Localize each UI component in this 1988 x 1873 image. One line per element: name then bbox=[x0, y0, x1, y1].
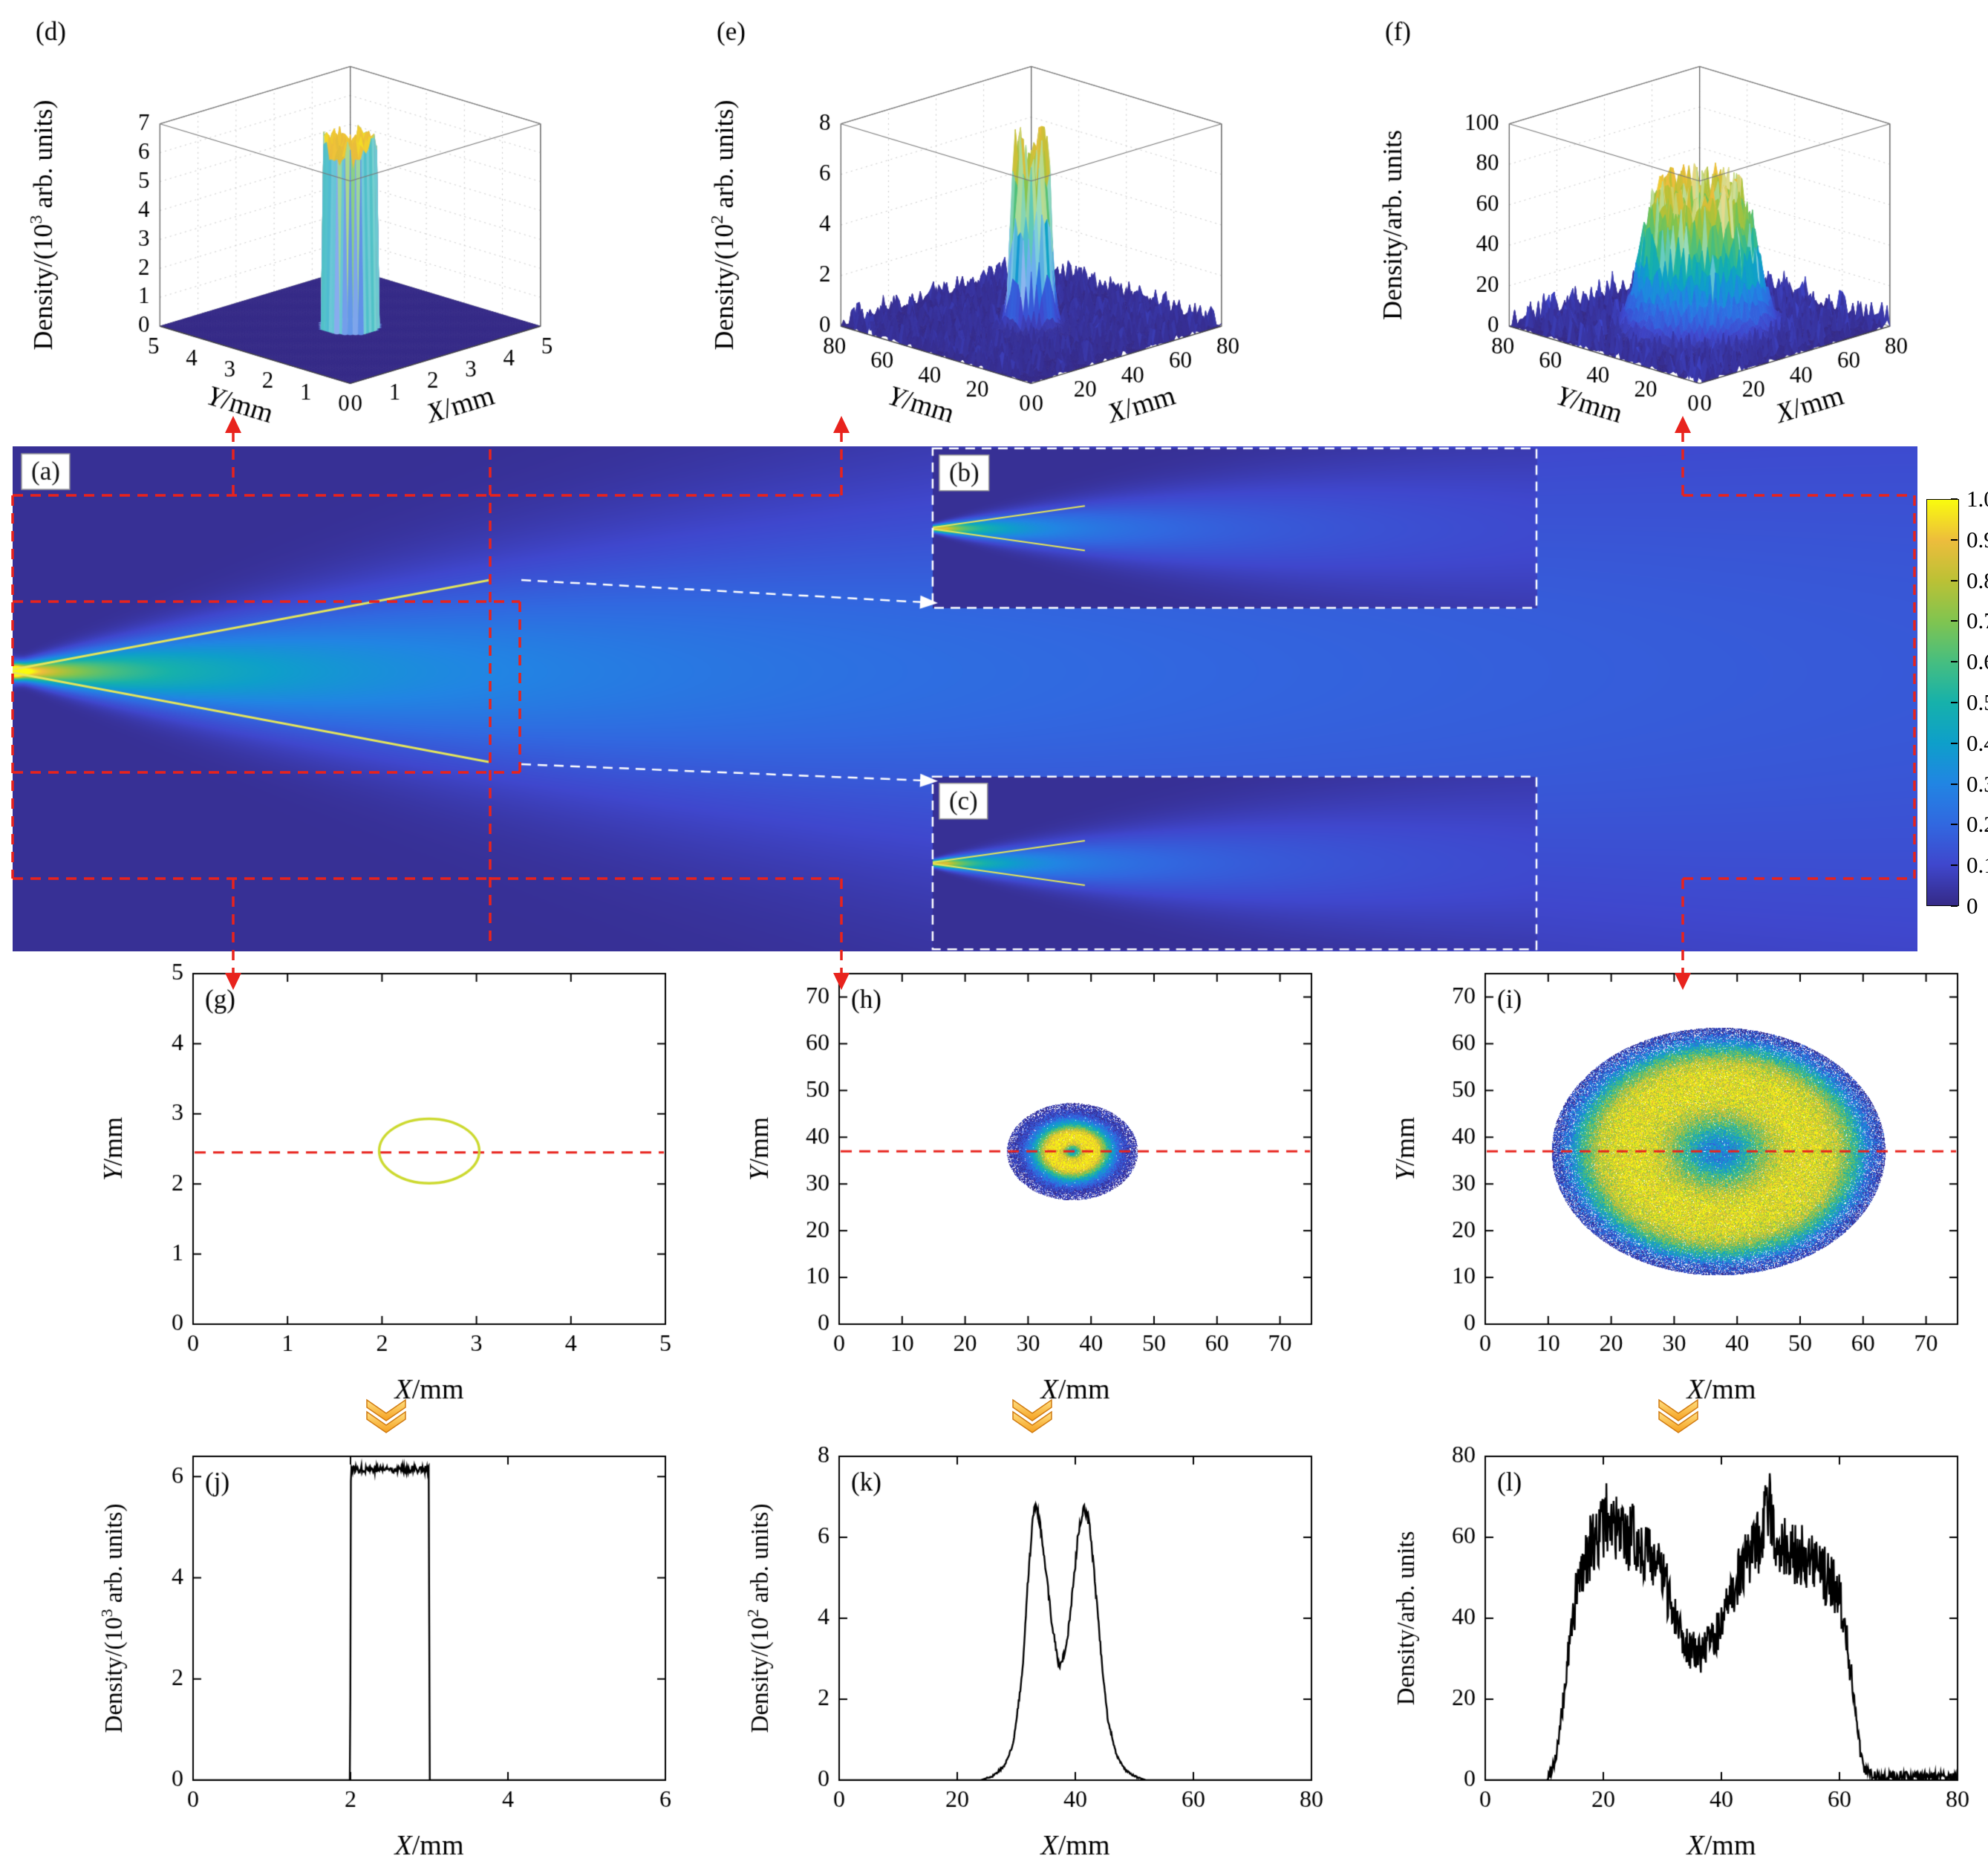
profile-plot-k bbox=[735, 1444, 1329, 1869]
colorbar-tick bbox=[1951, 702, 1958, 703]
down-chevron-icon bbox=[1658, 1398, 1698, 1433]
colorbar-tick-label: 0.3 bbox=[1966, 770, 1988, 797]
colorbar-tick bbox=[1951, 538, 1958, 541]
colorbar-tick bbox=[1951, 498, 1958, 500]
colorbar-tick-label: 0.1 bbox=[1966, 852, 1988, 879]
down-chevron-icon bbox=[366, 1398, 406, 1433]
contour-plot-g bbox=[89, 962, 683, 1407]
colorbar-tick-label: 0.2 bbox=[1966, 811, 1988, 838]
colorbar-tick bbox=[1951, 824, 1958, 826]
profile-plot-j bbox=[89, 1444, 683, 1869]
colorbar-tick bbox=[1951, 783, 1958, 785]
surface-plot-f bbox=[1363, 4, 1987, 435]
down-chevron-icon bbox=[1012, 1398, 1052, 1433]
colorbar: 1.0 0.9 0.8 0.7 0.6 0.5 0.4 0.3 0.2 0.1 0 bbox=[1926, 486, 1988, 919]
colorbar-tick-label: 1.0 bbox=[1966, 486, 1988, 512]
surface-plot-e bbox=[694, 4, 1318, 435]
colorbar-tick bbox=[1951, 579, 1958, 582]
contour-plot-h bbox=[735, 962, 1329, 1407]
colorbar-tick bbox=[1951, 905, 1958, 907]
colorbar-tick bbox=[1951, 864, 1958, 867]
colorbar-tick-label: 0 bbox=[1966, 893, 1978, 919]
colorbar-tick bbox=[1951, 661, 1958, 663]
surface-plot-d bbox=[13, 4, 637, 435]
profile-plot-l bbox=[1381, 1444, 1975, 1869]
colorbar-tick bbox=[1951, 742, 1958, 744]
colorbar-tick-label: 0.6 bbox=[1966, 648, 1988, 675]
colorbar-tick bbox=[1951, 620, 1958, 622]
density-map-a bbox=[13, 446, 1917, 951]
colorbar-tick-label: 0.9 bbox=[1966, 526, 1988, 553]
colorbar-tick-label: 0.4 bbox=[1966, 729, 1988, 756]
colorbar-tick-label: 0.5 bbox=[1966, 689, 1988, 715]
colorbar-tick-label: 0.7 bbox=[1966, 607, 1988, 634]
contour-plot-i bbox=[1381, 962, 1975, 1407]
colorbar-tick-label: 0.8 bbox=[1966, 567, 1988, 593]
